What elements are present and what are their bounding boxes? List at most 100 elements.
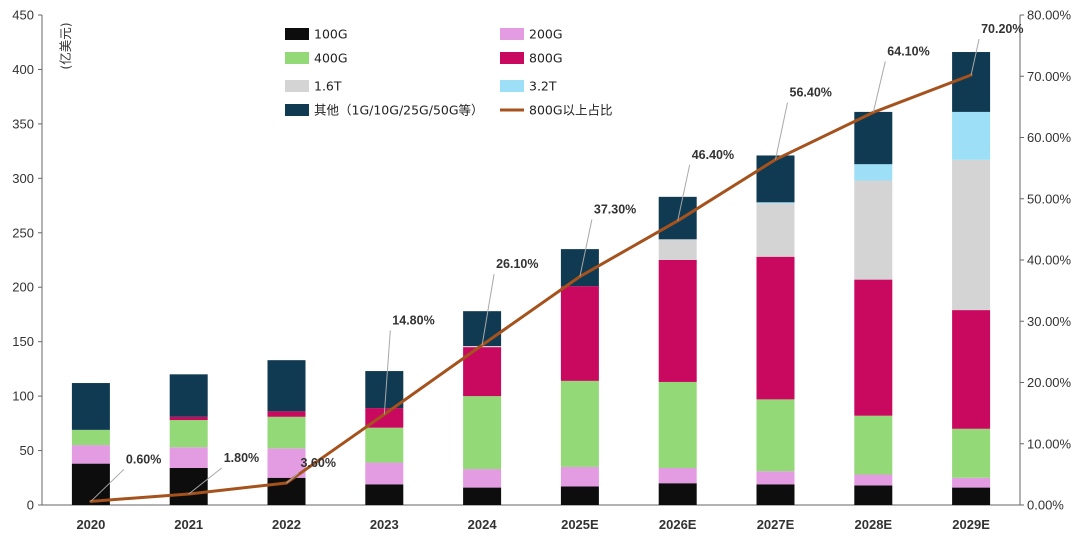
- data-label: 0.60%: [126, 452, 161, 466]
- data-label: 64.10%: [887, 44, 929, 58]
- y-tick-label: 150: [12, 334, 34, 349]
- bar-segment: [560, 380, 599, 467]
- legend-swatch: [285, 52, 309, 64]
- bar-segment: [952, 111, 991, 160]
- leader-line: [286, 472, 299, 484]
- legend-swatch: [500, 52, 524, 64]
- bar-segment: [854, 415, 893, 475]
- bar-segment: [169, 416, 208, 421]
- bar-segment: [854, 164, 893, 181]
- bar-segment: [952, 159, 991, 311]
- data-label: 3.60%: [301, 456, 336, 470]
- bar-segment: [267, 411, 306, 417]
- bar-segment: [756, 484, 795, 505]
- y-tick-label: 50: [20, 443, 34, 458]
- leader-line: [481, 274, 495, 346]
- legend-label: 100G: [314, 27, 348, 42]
- legend-swatch: [285, 104, 309, 116]
- x-tick-label: 2023: [370, 517, 399, 532]
- bar-segment: [267, 360, 306, 412]
- data-label: 70.20%: [981, 22, 1023, 36]
- bar-segment: [854, 485, 893, 505]
- bar-segment: [658, 239, 697, 260]
- bar-segment: [658, 260, 697, 382]
- legend-label: 800G以上占比: [529, 103, 613, 118]
- bar-segment: [365, 462, 404, 485]
- y-tick-label: 200: [12, 280, 34, 295]
- leader-line: [775, 102, 788, 160]
- bar-segment: [463, 487, 502, 505]
- bar-segment: [71, 429, 110, 446]
- legend-swatch: [285, 28, 309, 40]
- bar-segment: [560, 466, 599, 487]
- y-tick-label: 100: [12, 389, 34, 404]
- bar-segment: [854, 180, 893, 280]
- bar-segment: [952, 52, 991, 112]
- leader-line: [579, 219, 593, 277]
- leader-line: [383, 330, 391, 415]
- y-tick-label: 0: [27, 498, 34, 513]
- bar-segment: [854, 474, 893, 486]
- bar-segment: [658, 196, 697, 240]
- share-line: [89, 73, 973, 503]
- data-label: 56.40%: [790, 86, 832, 100]
- bar-segment: [560, 486, 599, 505]
- x-tick-label: 2020: [76, 517, 105, 532]
- leader-line: [677, 164, 691, 221]
- bar-segment: [463, 396, 502, 470]
- legend-swatch: [500, 28, 524, 40]
- leader-line: [90, 468, 125, 502]
- x-tick-label: 2027E: [757, 517, 795, 532]
- axes: 0 50 100 150 200 250 300 350 400 450 0.00% 10.00% 20…: [12, 8, 1071, 533]
- data-label: 1.80%: [224, 451, 259, 465]
- y2-tick-label: 10.00%: [1027, 436, 1072, 451]
- bar-segment: [658, 467, 697, 484]
- legend-swatch: [500, 80, 524, 92]
- bar-segment: [658, 483, 697, 505]
- bar-segment: [463, 311, 502, 347]
- bar-segment: [71, 445, 110, 464]
- bar-segment: [756, 203, 795, 257]
- leader-line: [872, 61, 886, 113]
- data-label: 37.30%: [594, 203, 636, 217]
- legend-label: 3.2T: [529, 79, 557, 94]
- bar-segment: [756, 202, 795, 204]
- bar-segment: [71, 383, 110, 430]
- bar-segment: [756, 155, 795, 203]
- x-tick-label: 2028E: [855, 517, 893, 532]
- y2-tick-label: 80.00%: [1027, 8, 1072, 23]
- legend-label: 1.6T: [314, 79, 342, 94]
- bar-segment: [756, 471, 795, 485]
- bar-segment: [365, 371, 404, 409]
- bar-segment: [952, 310, 991, 429]
- y2-tick-label: 0.00%: [1027, 498, 1064, 513]
- y2-tick-label: 70.00%: [1027, 69, 1072, 84]
- data-label: 46.40%: [692, 148, 734, 162]
- bar-segment: [365, 484, 404, 505]
- y-axis-label: (亿美元): [58, 22, 73, 69]
- bar-segment: [854, 279, 893, 416]
- bar-segment: [658, 381, 697, 468]
- y2-tick-label: 40.00%: [1027, 253, 1072, 268]
- y2-tick-label: 20.00%: [1027, 375, 1072, 390]
- bar-segment: [756, 399, 795, 472]
- y-tick-label: 300: [12, 171, 34, 186]
- y-tick-label: 400: [12, 62, 34, 77]
- bar-segment: [952, 477, 991, 488]
- x-tick-label: 2025E: [561, 517, 599, 532]
- bar-segment: [560, 286, 599, 381]
- bars: [71, 52, 991, 505]
- bar-segment: [169, 374, 208, 417]
- legend-label: 400G: [314, 51, 348, 66]
- x-tick-label: 2024: [468, 517, 498, 532]
- leader-line: [970, 38, 980, 76]
- leader-line: [188, 467, 223, 495]
- share-line-path: [90, 73, 972, 503]
- x-tick-label: 2029E: [952, 517, 990, 532]
- bar-segment: [169, 467, 208, 505]
- bar-segment: [169, 447, 208, 468]
- bar-segment: [71, 463, 110, 505]
- y-tick-label: 250: [12, 225, 34, 240]
